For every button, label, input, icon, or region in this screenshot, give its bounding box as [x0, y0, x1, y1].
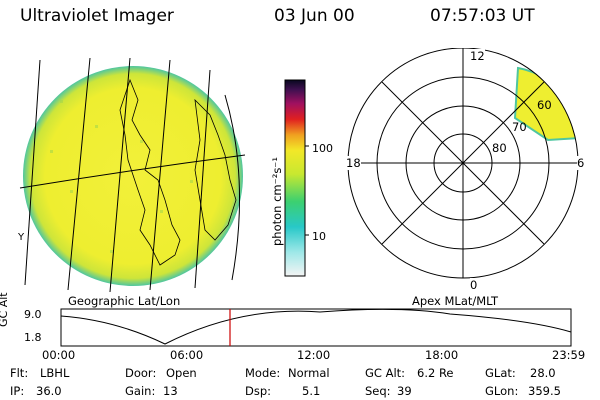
mlt-label-12: 12	[470, 49, 485, 63]
door-value: Open	[166, 366, 197, 380]
xtick-1200: 12:00	[297, 348, 331, 362]
altitude-ytick-low: 1.8	[24, 331, 42, 344]
gc-alt-label: GC Alt:	[365, 366, 406, 380]
glon-label: GLon:	[485, 384, 519, 398]
ip-label: IP:	[10, 384, 25, 398]
instrument-title: Ultraviolet Imager	[20, 6, 174, 26]
polar-plot	[347, 48, 579, 279]
glat-value: 28.0	[530, 366, 556, 380]
xtick-1800: 18:00	[425, 348, 459, 362]
colorbar-unit-label: photon cm⁻²s⁻¹	[270, 157, 284, 246]
altitude-curve	[60, 308, 572, 345]
colorbar-tick-100: 100	[312, 142, 333, 155]
lat-label-70: 70	[512, 120, 527, 134]
xtick-0600: 06:00	[170, 348, 204, 362]
dsp-label: Dsp:	[245, 384, 272, 398]
polar-panel-label: Apex MLat/MLT	[412, 294, 499, 308]
seq-label: Seq:	[365, 384, 391, 398]
flt-value: LBHL	[40, 366, 70, 380]
altitude-ylabel: GC Alt	[0, 292, 10, 327]
gc-alt-value: 6.2 Re	[417, 366, 454, 380]
mlt-label-18: 18	[346, 156, 361, 170]
lat-label-80: 80	[492, 141, 507, 155]
glat-label: GLat:	[485, 366, 516, 380]
colorbar-tick-10: 10	[312, 230, 326, 243]
seq-value: 39	[397, 384, 412, 398]
date-label: 03 Jun 00	[274, 6, 355, 26]
time-label: 07:57:03 UT	[430, 6, 535, 26]
geographic-image: Y	[17, 57, 246, 293]
geographic-panel-label: Geographic Lat/Lon	[68, 294, 181, 308]
mlt-label-0: 0	[470, 278, 478, 292]
mlt-label-6: 6	[577, 156, 585, 170]
colorbar-scale	[284, 79, 306, 277]
altitude-ytick-high: 9.0	[24, 308, 42, 321]
xtick-0000: 00:00	[42, 348, 76, 362]
mode-value: Normal	[288, 366, 330, 380]
xtick-2359: 23:59	[552, 348, 586, 362]
svg-text:Y: Y	[17, 232, 25, 243]
gain-value: 13	[163, 384, 178, 398]
door-label: Door:	[125, 366, 157, 380]
lat-label-60: 60	[537, 98, 552, 112]
glon-value: 359.5	[528, 384, 561, 398]
mode-label: Mode:	[245, 366, 281, 380]
altitude-plot	[60, 308, 572, 347]
colorbar	[284, 79, 309, 277]
dsp-value: 5.1	[302, 384, 321, 398]
flt-label: Flt:	[10, 366, 29, 380]
gain-label: Gain:	[125, 384, 156, 398]
ip-value: 36.0	[36, 384, 62, 398]
